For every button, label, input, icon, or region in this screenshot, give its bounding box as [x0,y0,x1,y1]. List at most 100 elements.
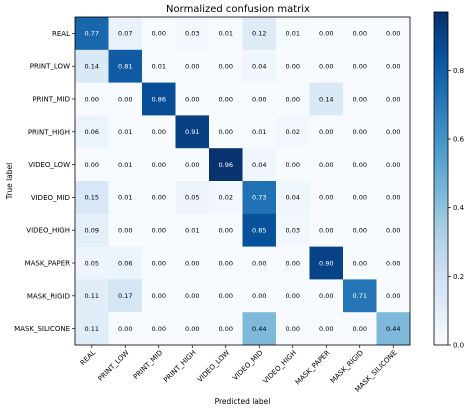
cell-value-label: 0.00 [386,259,400,267]
matrix-cell [309,49,344,84]
cell-value-label: 0.00 [319,292,333,300]
cell-value-label: 0.91 [185,128,199,136]
cell-value-label: 0.01 [118,194,132,202]
matrix-cell [242,49,277,84]
cell-value-label: 0.00 [118,95,132,103]
matrix-cell [108,279,143,313]
cell-value-label: 0.86 [152,95,166,103]
cell-value-label: 0.00 [386,194,400,202]
cell-value-label: 0.00 [185,292,199,300]
y-tick-label: MASK_PAPER [25,260,71,268]
cell-value-label: 0.00 [319,325,333,333]
cell-value-label: 0.96 [219,161,233,169]
y-tick-label: VIDEO_MID [31,194,70,202]
cell-value-label: 0.00 [286,95,300,103]
matrix-cell [75,312,109,346]
cell-value-label: 0.06 [85,128,99,136]
matrix-cell [142,312,176,346]
colorbar-ticks: 0.0 0.2 0.4 0.6 0.8 [448,67,465,350]
chart-title: Normalized confusion matrix [166,4,310,15]
cell-value-label: 0.00 [353,128,367,136]
y-tick-label: PRINT_LOW [30,63,70,71]
cell-value-label: 0.71 [353,292,367,300]
matrix-cell [376,181,411,215]
matrix-cell [343,279,377,313]
x-tick-label: VIDEO_MID [231,349,264,382]
matrix-cell [209,246,243,280]
matrix-cell [142,49,176,84]
cell-value-label: 0.00 [219,259,233,267]
matrix-cell [175,82,210,116]
cell-value-label: 0.14 [319,95,333,103]
cell-value-label: 0.00 [286,63,300,71]
colorbar [433,11,449,346]
matrix-cell [242,279,277,313]
matrix-cell [75,17,109,51]
cell-value-label: 0.00 [319,194,333,202]
matrix-cell [309,148,344,182]
matrix-cell [75,82,109,116]
matrix-cell [276,312,310,346]
cell-value-label: 0.90 [319,259,333,267]
matrix-cell [175,246,210,280]
matrix-cell [108,17,143,51]
matrix-cell [108,115,143,149]
cell-value-label: 0.73 [252,194,266,202]
matrix-cell [175,17,210,51]
matrix-cell [309,82,344,116]
matrix-cell [309,17,344,51]
cell-value-label: 0.00 [219,292,233,300]
matrix-cell [276,82,310,116]
x-tick-label: PRINT_LOW [97,349,131,383]
y-tick-label: MASK_RIGID [27,292,70,300]
matrix-cell [242,82,277,116]
cell-value-label: 0.01 [118,161,132,169]
cell-value-label: 0.00 [286,161,300,169]
matrix-cell [175,312,210,346]
matrix-cell [142,82,176,116]
matrix-cell [376,148,411,182]
cell-value-label: 0.00 [286,325,300,333]
matrix-cell [209,312,243,346]
cell-value-label: 0.09 [85,227,99,235]
cell-value-label: 0.00 [152,259,166,267]
cell-value-label: 0.00 [152,292,166,300]
cell-value-label: 0.00 [386,227,400,235]
matrix-cell [209,213,243,248]
matrix-cell [376,213,411,248]
cell-value-label: 0.01 [252,128,266,136]
matrix-cell [142,181,176,215]
matrix-cell [343,115,377,149]
matrix-cell [209,181,243,215]
cell-value-label: 0.00 [185,325,199,333]
colorbar-tick-label: 0.0 [453,342,464,350]
matrix-cell [175,213,210,248]
matrix-cell [343,246,377,280]
cell-value-label: 0.00 [118,325,132,333]
matrix-cell [309,213,344,248]
cell-value-label: 0.44 [252,325,266,333]
cell-value-label: 0.00 [152,30,166,38]
matrix-cell [276,17,310,51]
cell-value-label: 0.00 [319,128,333,136]
cell-value-label: 0.00 [152,161,166,169]
cell-value-label: 0.00 [353,227,367,235]
cell-value-label: 0.00 [353,95,367,103]
matrix-cell [75,115,109,149]
cell-value-label: 0.01 [152,63,166,71]
matrix-cell [343,82,377,116]
cell-value-label: 0.00 [219,325,233,333]
matrix-cell [209,148,243,182]
matrix-cell [75,181,109,215]
matrix-cell [276,49,310,84]
cell-value-label: 0.00 [353,325,367,333]
x-tick-label: PRINT_HIGH [162,349,197,384]
cell-value-label: 0.03 [286,227,300,235]
matrix-cell [242,115,277,149]
matrix-cell [276,279,310,313]
cell-value-label: 0.81 [118,63,132,71]
cell-value-label: 0.00 [185,161,199,169]
y-tick-label: VIDEO_LOW [28,161,70,169]
matrix-cell [108,49,143,84]
